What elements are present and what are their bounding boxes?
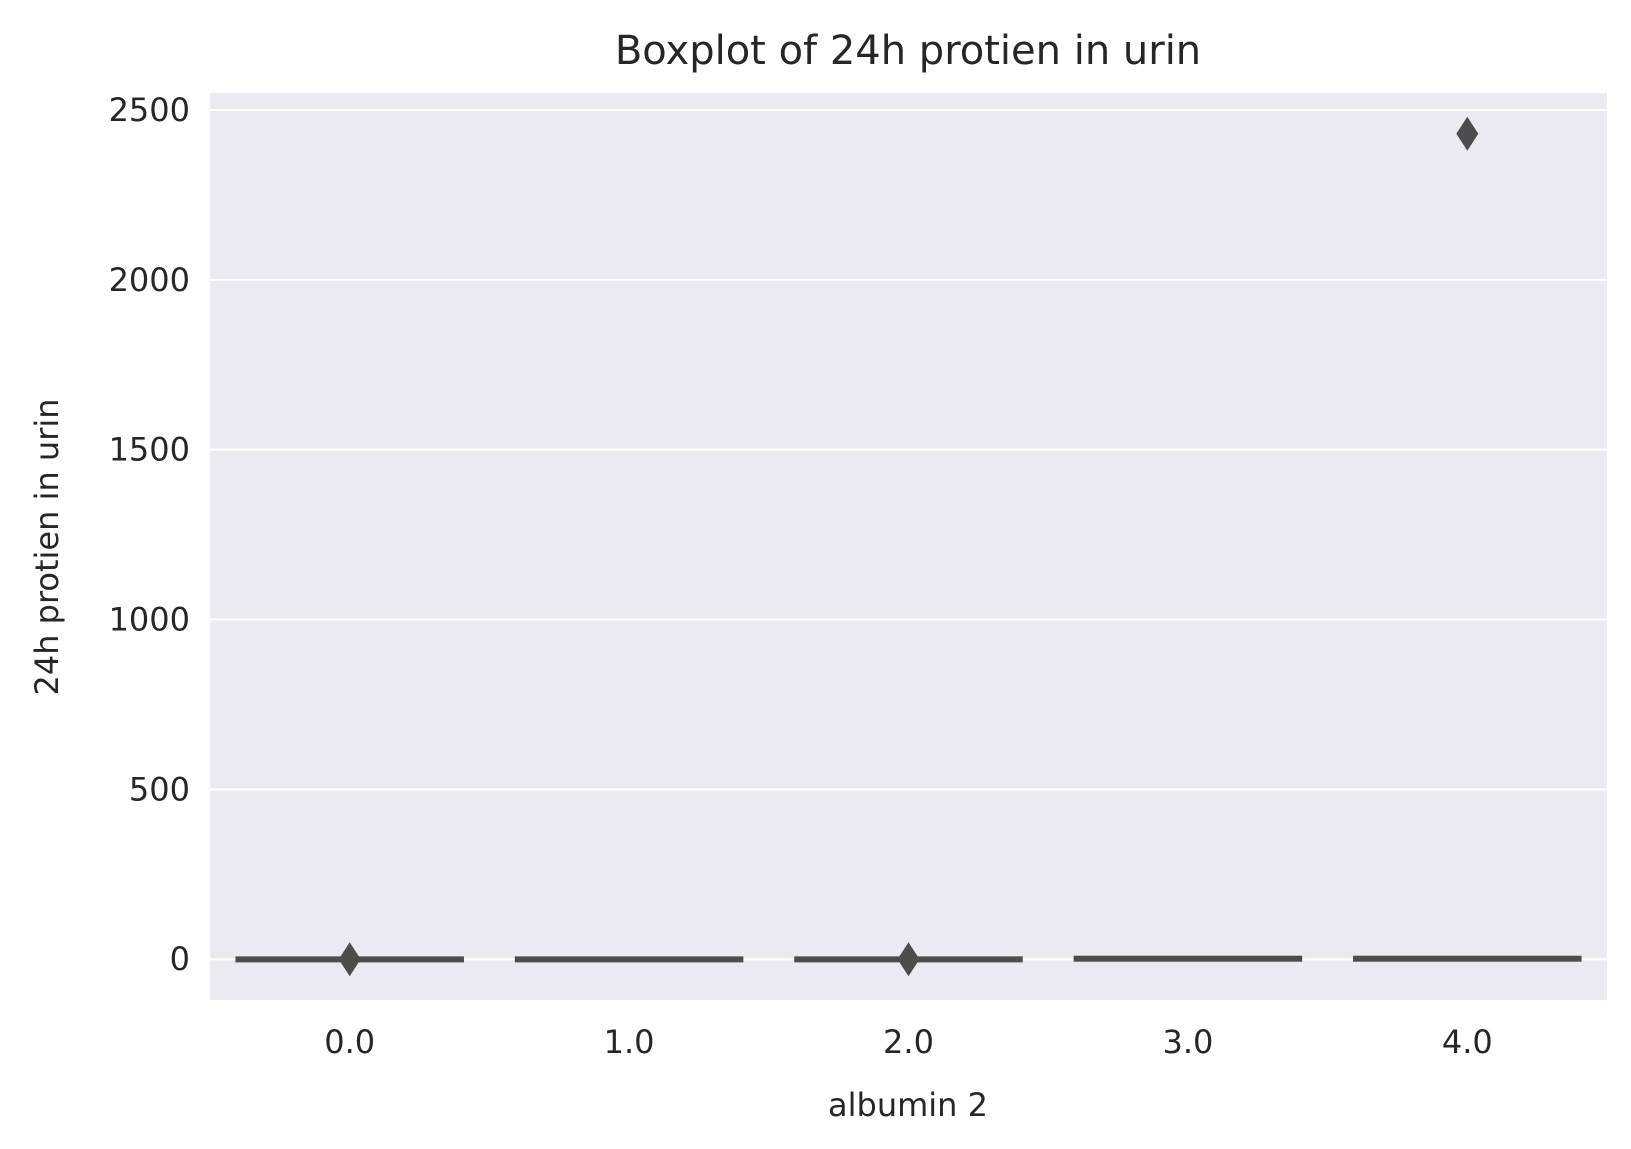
x-tick-label: 1.0	[604, 1023, 655, 1061]
outliers	[338, 116, 1479, 977]
outlier-point	[338, 942, 361, 977]
x-tick-label: 4.0	[1442, 1023, 1493, 1061]
y-tick-label: 2000	[109, 261, 190, 299]
x-tick-label: 2.0	[883, 1023, 934, 1061]
x-tick-label: 3.0	[1162, 1023, 1213, 1061]
y-tick-labels: 0 500 1000 1500 2000 2500	[109, 91, 190, 978]
chart-title: Boxplot of 24h protien in urin	[615, 28, 1201, 74]
y-tick-label: 2500	[109, 91, 190, 129]
y-tick-label: 1000	[109, 601, 190, 639]
outlier-point	[1456, 116, 1479, 151]
y-tick-label: 1500	[109, 431, 190, 469]
plot-area	[210, 93, 1607, 1000]
y-axis-label: 24h protien in urin	[28, 398, 66, 695]
y-tick-label: 500	[129, 770, 190, 808]
x-axis-label: albumin 2	[828, 1086, 988, 1124]
y-tick-label: 0	[170, 940, 190, 978]
x-tick-label: 0.0	[324, 1023, 375, 1061]
x-tick-labels: 0.0 1.0 2.0 3.0 4.0	[324, 1023, 1492, 1061]
outlier-point	[897, 942, 920, 977]
